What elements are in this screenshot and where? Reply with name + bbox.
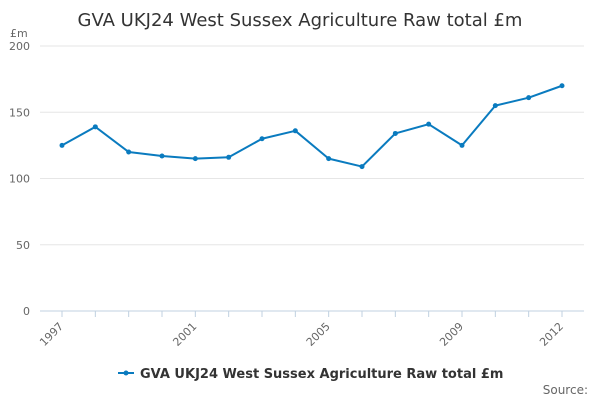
data-point-2010 (492, 103, 498, 109)
data-point-2008 (426, 121, 432, 127)
source-label[interactable]: Source: (543, 383, 588, 397)
data-point-2004 (292, 128, 298, 134)
x-tick-label-1997: 1997 (37, 320, 66, 349)
data-point-2012 (559, 83, 565, 89)
y-tick-label-100: 100 (9, 173, 30, 186)
data-point-2000 (159, 153, 165, 159)
data-point-2011 (526, 95, 532, 101)
y-unit-label: £m (10, 27, 28, 40)
gridlines (40, 45, 584, 246)
y-tick-label-150: 150 (9, 106, 30, 119)
x-tick-label-2001: 2001 (170, 320, 199, 349)
data-point-2003 (259, 136, 265, 142)
data-point-2005 (326, 156, 332, 162)
data-point-1998 (92, 124, 98, 130)
y-axis-ticks: 0 50 100 150 200 (9, 40, 30, 318)
legend[interactable]: GVA UKJ24 West Sussex Agriculture Raw to… (118, 367, 503, 382)
legend-label: GVA UKJ24 West Sussex Agriculture Raw to… (140, 367, 503, 382)
x-tick-label-2012: 2012 (537, 320, 566, 349)
x-tick-label-2005: 2005 (304, 320, 333, 349)
x-axis: 1997 2001 2005 2009 2012 (37, 310, 584, 349)
x-tick-label-2009: 2009 (437, 320, 466, 349)
data-point-2007 (392, 130, 398, 136)
y-tick-label-200: 200 (9, 40, 30, 53)
data-point-2001 (192, 156, 198, 162)
series-line-0 (61, 84, 563, 168)
data-point-2009 (459, 142, 465, 148)
data-point-1997 (59, 142, 65, 148)
y-tick-label-50: 50 (16, 239, 30, 252)
legend-marker (123, 370, 129, 376)
data-point-2006 (359, 164, 365, 170)
y-tick-label-0: 0 (23, 305, 30, 318)
series-layer (59, 83, 565, 170)
data-point-2002 (226, 154, 232, 160)
data-point-1999 (126, 149, 132, 155)
chart-title: GVA UKJ24 West Sussex Agriculture Raw to… (78, 10, 523, 31)
